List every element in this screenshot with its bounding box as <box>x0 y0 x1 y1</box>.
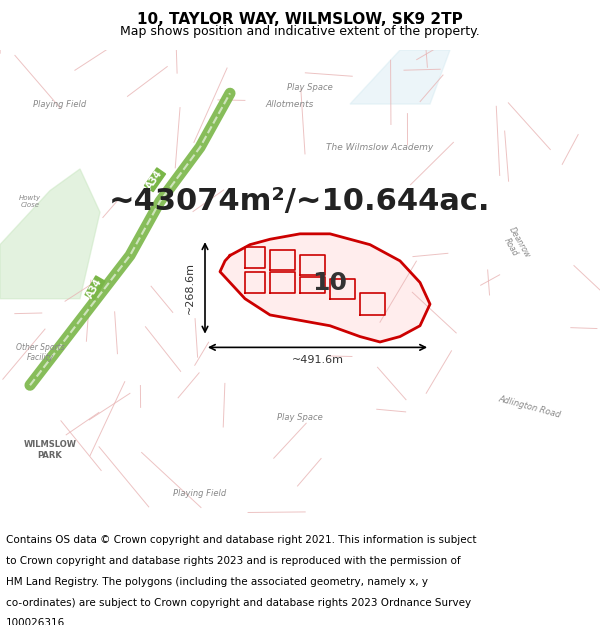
Text: HM Land Registry. The polygons (including the associated geometry, namely x, y: HM Land Registry. The polygons (includin… <box>6 577 428 587</box>
Polygon shape <box>300 256 325 275</box>
Text: to Crown copyright and database rights 2023 and is reproduced with the permissio: to Crown copyright and database rights 2… <box>6 556 461 566</box>
Text: A34: A34 <box>145 168 165 191</box>
Text: Playing Field: Playing Field <box>173 489 227 498</box>
Polygon shape <box>300 277 325 293</box>
Polygon shape <box>350 50 450 104</box>
Text: ~491.6m: ~491.6m <box>292 356 343 366</box>
Text: 10, TAYLOR WAY, WILMSLOW, SK9 2TP: 10, TAYLOR WAY, WILMSLOW, SK9 2TP <box>137 12 463 28</box>
Polygon shape <box>270 250 295 269</box>
Text: ~43074m²/~10.644ac.: ~43074m²/~10.644ac. <box>109 187 491 216</box>
Polygon shape <box>360 293 385 315</box>
Text: Deanrow
Road: Deanrow Road <box>498 225 532 264</box>
Text: Adlington Road: Adlington Road <box>498 394 562 419</box>
Polygon shape <box>0 169 100 299</box>
Text: ~268.6m: ~268.6m <box>185 262 195 314</box>
Text: WILMSLOW
PARK: WILMSLOW PARK <box>23 441 77 460</box>
Polygon shape <box>270 272 295 293</box>
Text: Map shows position and indicative extent of the property.: Map shows position and indicative extent… <box>120 24 480 38</box>
Text: Contains OS data © Crown copyright and database right 2021. This information is : Contains OS data © Crown copyright and d… <box>6 535 476 545</box>
Text: co-ordinates) are subject to Crown copyright and database rights 2023 Ordnance S: co-ordinates) are subject to Crown copyr… <box>6 598 471 608</box>
Text: Howty
Close: Howty Close <box>19 195 41 208</box>
Polygon shape <box>330 279 355 299</box>
Text: The Wilmslow Academy: The Wilmslow Academy <box>326 143 434 152</box>
Text: Play Space: Play Space <box>277 413 323 422</box>
Text: 10: 10 <box>313 271 347 294</box>
Text: A34: A34 <box>85 276 104 299</box>
Text: Play Space: Play Space <box>287 83 333 92</box>
Text: Allotments: Allotments <box>266 99 314 109</box>
Text: 100026316.: 100026316. <box>6 618 68 625</box>
Text: Playing Field: Playing Field <box>34 99 86 109</box>
Polygon shape <box>245 272 265 293</box>
Polygon shape <box>220 234 430 342</box>
Polygon shape <box>245 247 265 269</box>
Text: Other Sports
Facility: Other Sports Facility <box>16 343 64 362</box>
